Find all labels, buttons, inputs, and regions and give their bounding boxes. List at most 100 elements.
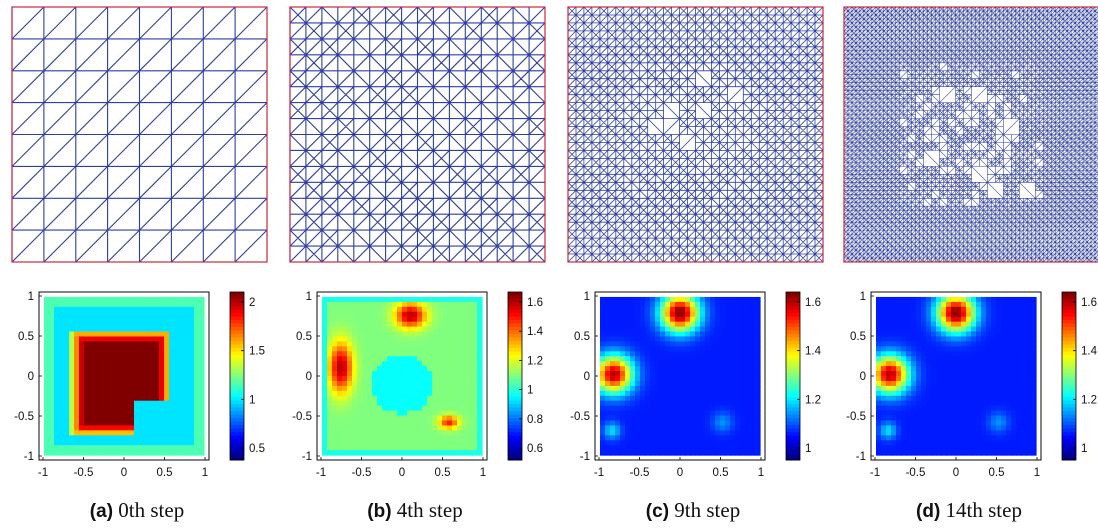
heat-cell: [685, 301, 691, 308]
heat-cell: [397, 326, 403, 333]
heat-cell: [94, 311, 100, 318]
heat-cell: [690, 450, 696, 456]
heat-cell: [1031, 301, 1037, 308]
heat-cell: [1021, 321, 1027, 328]
heat-cell: [144, 395, 150, 402]
heat-cell: [427, 311, 433, 318]
heat-cell: [660, 356, 666, 362]
heat-cell: [645, 420, 651, 427]
heat-cell: [891, 400, 897, 407]
heat-cell: [347, 430, 353, 436]
heat-cell: [382, 331, 388, 338]
heat-cell: [447, 430, 453, 436]
heat-cell: [901, 331, 907, 338]
heat-cell: [397, 346, 403, 352]
heat-cell: [74, 296, 80, 303]
heat-cell: [44, 435, 50, 441]
heat-cell: [322, 395, 328, 402]
heat-cell: [362, 440, 368, 446]
heat-cell: [462, 390, 468, 397]
heat-cell: [1001, 376, 1007, 382]
heat-cell: [640, 400, 646, 407]
heat-cell: [194, 366, 200, 372]
mesh-plot-a: [11, 6, 268, 263]
heat-cell: [432, 430, 438, 436]
heat-cell: [1031, 341, 1037, 347]
heat-cell: [134, 326, 140, 333]
heat-cell: [49, 400, 55, 407]
heat-cell: [84, 311, 90, 318]
heat-cell: [946, 425, 952, 431]
heat-cell: [901, 356, 907, 362]
heat-cell: [169, 450, 175, 456]
heat-cell: [99, 450, 105, 456]
heat-cell: [442, 316, 448, 323]
heat-cell: [472, 296, 478, 303]
heat-cell: [1016, 395, 1022, 402]
heat-cell: [119, 331, 125, 338]
heat-cell: [164, 331, 170, 338]
heat-cell: [1021, 356, 1027, 362]
heat-cell: [675, 356, 681, 362]
heat-cell: [911, 311, 917, 318]
heat-cell: [447, 306, 453, 313]
heat-cell: [149, 420, 155, 427]
heat-cell: [941, 306, 947, 313]
heat-cell: [670, 425, 676, 431]
heat-cell: [417, 356, 423, 362]
heat-cell: [422, 410, 428, 417]
mesh-edges: [843, 6, 1098, 263]
heat-cell: [422, 425, 428, 431]
heat-cell: [199, 380, 205, 387]
heat-cell: [352, 331, 358, 338]
heat-cell: [685, 415, 691, 422]
heat-cell: [735, 296, 741, 303]
heat-cell: [347, 405, 353, 412]
heat-cell: [1026, 435, 1032, 441]
heat-cell: [740, 341, 746, 347]
heat-cell: [144, 346, 150, 352]
heat-cell: [422, 326, 428, 333]
heat-cell: [164, 296, 170, 303]
heat-cell: [194, 450, 200, 456]
heat-cell: [921, 366, 927, 372]
heat-cell: [327, 331, 333, 338]
heat-cell: [427, 380, 433, 387]
heat-cell: [134, 380, 140, 387]
heat-cell: [49, 331, 55, 338]
heat-cell: [615, 425, 621, 431]
heat-cell: [931, 336, 937, 343]
heat-cell: [655, 410, 661, 417]
heat-cell: [322, 430, 328, 436]
heat-cell: [605, 301, 611, 308]
heat-cell: [1011, 405, 1017, 412]
heat-cell: [740, 445, 746, 451]
heat-cell: [327, 390, 333, 397]
heat-cell: [1031, 321, 1037, 328]
heat-cell: [104, 366, 110, 372]
heat-cell: [981, 341, 987, 347]
heat-cell: [645, 346, 651, 352]
heat-cell: [159, 311, 165, 318]
heat-cell: [1006, 311, 1012, 318]
heat-cell: [114, 380, 120, 387]
heat-cell: [189, 366, 195, 372]
heat-cell: [462, 306, 468, 313]
heat-cell: [179, 346, 185, 352]
heat-cell: [397, 390, 403, 397]
heat-cell: [367, 430, 373, 436]
heat-cell: [901, 301, 907, 308]
heat-cell: [886, 351, 892, 357]
heat-cell: [730, 435, 736, 441]
heat-cell: [139, 435, 145, 441]
heat-cell: [189, 395, 195, 402]
heat-cell: [750, 395, 756, 402]
heat-cell: [342, 420, 348, 427]
heat-cell: [605, 430, 611, 436]
heat-cell: [144, 326, 150, 333]
heat-cell: [417, 445, 423, 451]
heat-cell: [109, 341, 115, 347]
heat-cell: [705, 405, 711, 412]
heat-cell: [89, 306, 95, 313]
heat-cell: [462, 326, 468, 333]
